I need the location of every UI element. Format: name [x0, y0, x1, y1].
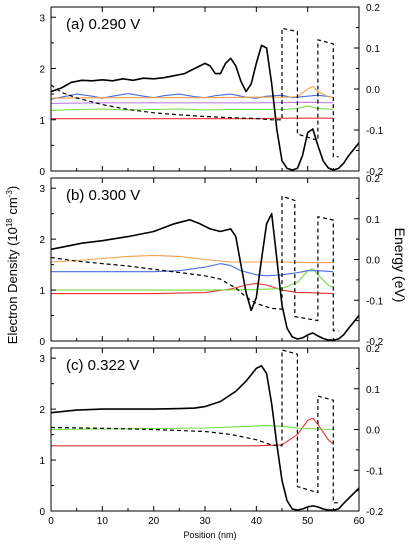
- x-tick-label: 20: [148, 516, 160, 527]
- x-tick-label: 40: [251, 516, 263, 527]
- left-tick-label: 2: [39, 405, 45, 416]
- series-line-potential: [51, 349, 339, 504]
- y-left-title-part3: ): [5, 186, 20, 190]
- panel-label: (b) 0.300 V: [66, 187, 140, 204]
- right-tick-label: 0.0: [366, 85, 380, 96]
- y-left-title-part1: Electron Density (10: [5, 227, 20, 344]
- left-tick-label: 1: [39, 286, 45, 297]
- panel-label: (c) 0.322 V: [66, 357, 139, 374]
- right-tick-label: -0.2: [366, 337, 384, 348]
- right-tick-label: 0.2: [366, 344, 380, 355]
- y-axis-right-title: Energy (eV): [392, 228, 408, 303]
- series-line-blue: [51, 93, 334, 100]
- y-axis-left-title: Electron Density (1018 cm-3): [5, 186, 20, 344]
- series-line-red: [51, 117, 334, 120]
- x-tick-label: 10: [97, 516, 109, 527]
- panels-layer: 0 1 2 3 -0.2 -0.1 0.0 0.1 0.2 (a) 0.290 V 0 1 2 3 -0.2…: [39, 3, 383, 527]
- left-tick-label: 0: [39, 337, 45, 348]
- x-axis-title: Position (nm): [183, 530, 236, 540]
- series-group: [51, 195, 359, 341]
- left-tick-label: 2: [39, 235, 45, 246]
- series-line-orange: [51, 254, 334, 264]
- series-line-green: [51, 268, 334, 291]
- right-tick-label: 0.0: [366, 426, 380, 437]
- left-tick-label: 0: [39, 507, 45, 518]
- panel-1: 0 1 2 3 -0.2 -0.1 0.0 0.1 0.2 (b) 0.300 V: [39, 174, 383, 348]
- right-tick-label: -0.1: [366, 466, 384, 477]
- right-tick-label: 0.1: [366, 385, 380, 396]
- right-tick-label: -0.2: [366, 507, 384, 518]
- series-line-green: [51, 424, 334, 431]
- right-tick-label: 0.2: [366, 174, 380, 185]
- panel-0: 0 1 2 3 -0.2 -0.1 0.0 0.1 0.2 (a) 0.290 V: [39, 3, 383, 178]
- series-line-density: [51, 365, 359, 511]
- y-left-title-sup2: -3: [5, 190, 14, 198]
- series-group: [51, 349, 359, 511]
- right-tick-label: -0.1: [366, 296, 384, 307]
- x-tick-label: 50: [302, 516, 314, 527]
- series-line-density: [51, 44, 359, 171]
- series-line-orange: [51, 85, 334, 99]
- y-left-title-sup1: 18: [5, 218, 14, 227]
- series-line-density: [51, 212, 359, 341]
- x-tick-label: 60: [353, 516, 365, 527]
- series-group: [51, 27, 359, 171]
- left-tick-label: 3: [39, 13, 45, 24]
- left-tick-label: 1: [39, 116, 45, 127]
- series-line-green: [51, 105, 334, 112]
- panel-2: 0 1 2 3 -0.2 -0.1 0.0 0.1 0.2 0 10 20 30 40 50 60 (c) 0.…: [39, 344, 383, 527]
- right-tick-label: -0.1: [366, 126, 384, 137]
- series-line-purple: [51, 101, 334, 104]
- series-line-red: [51, 417, 334, 447]
- y-left-title-part2: cm: [5, 197, 20, 218]
- left-tick-label: 3: [39, 184, 45, 195]
- right-tick-label: 0.0: [366, 256, 380, 267]
- right-tick-label: -0.2: [366, 167, 384, 178]
- left-tick-label: 1: [39, 456, 45, 467]
- right-tick-label: 0.1: [366, 215, 380, 226]
- right-tick-label: 0.2: [366, 3, 380, 14]
- panel-label: (a) 0.290 V: [66, 16, 140, 33]
- series-line-potential: [51, 27, 339, 158]
- left-tick-label: 2: [39, 65, 45, 76]
- left-tick-label: 3: [39, 354, 45, 365]
- x-tick-label: 30: [199, 516, 211, 527]
- series-line-potential: [51, 195, 339, 332]
- x-tick-label: 0: [48, 516, 54, 527]
- series-line-blue: [51, 263, 334, 277]
- right-tick-label: 0.1: [366, 44, 380, 55]
- left-tick-label: 0: [39, 167, 45, 178]
- series-line-red: [51, 282, 334, 295]
